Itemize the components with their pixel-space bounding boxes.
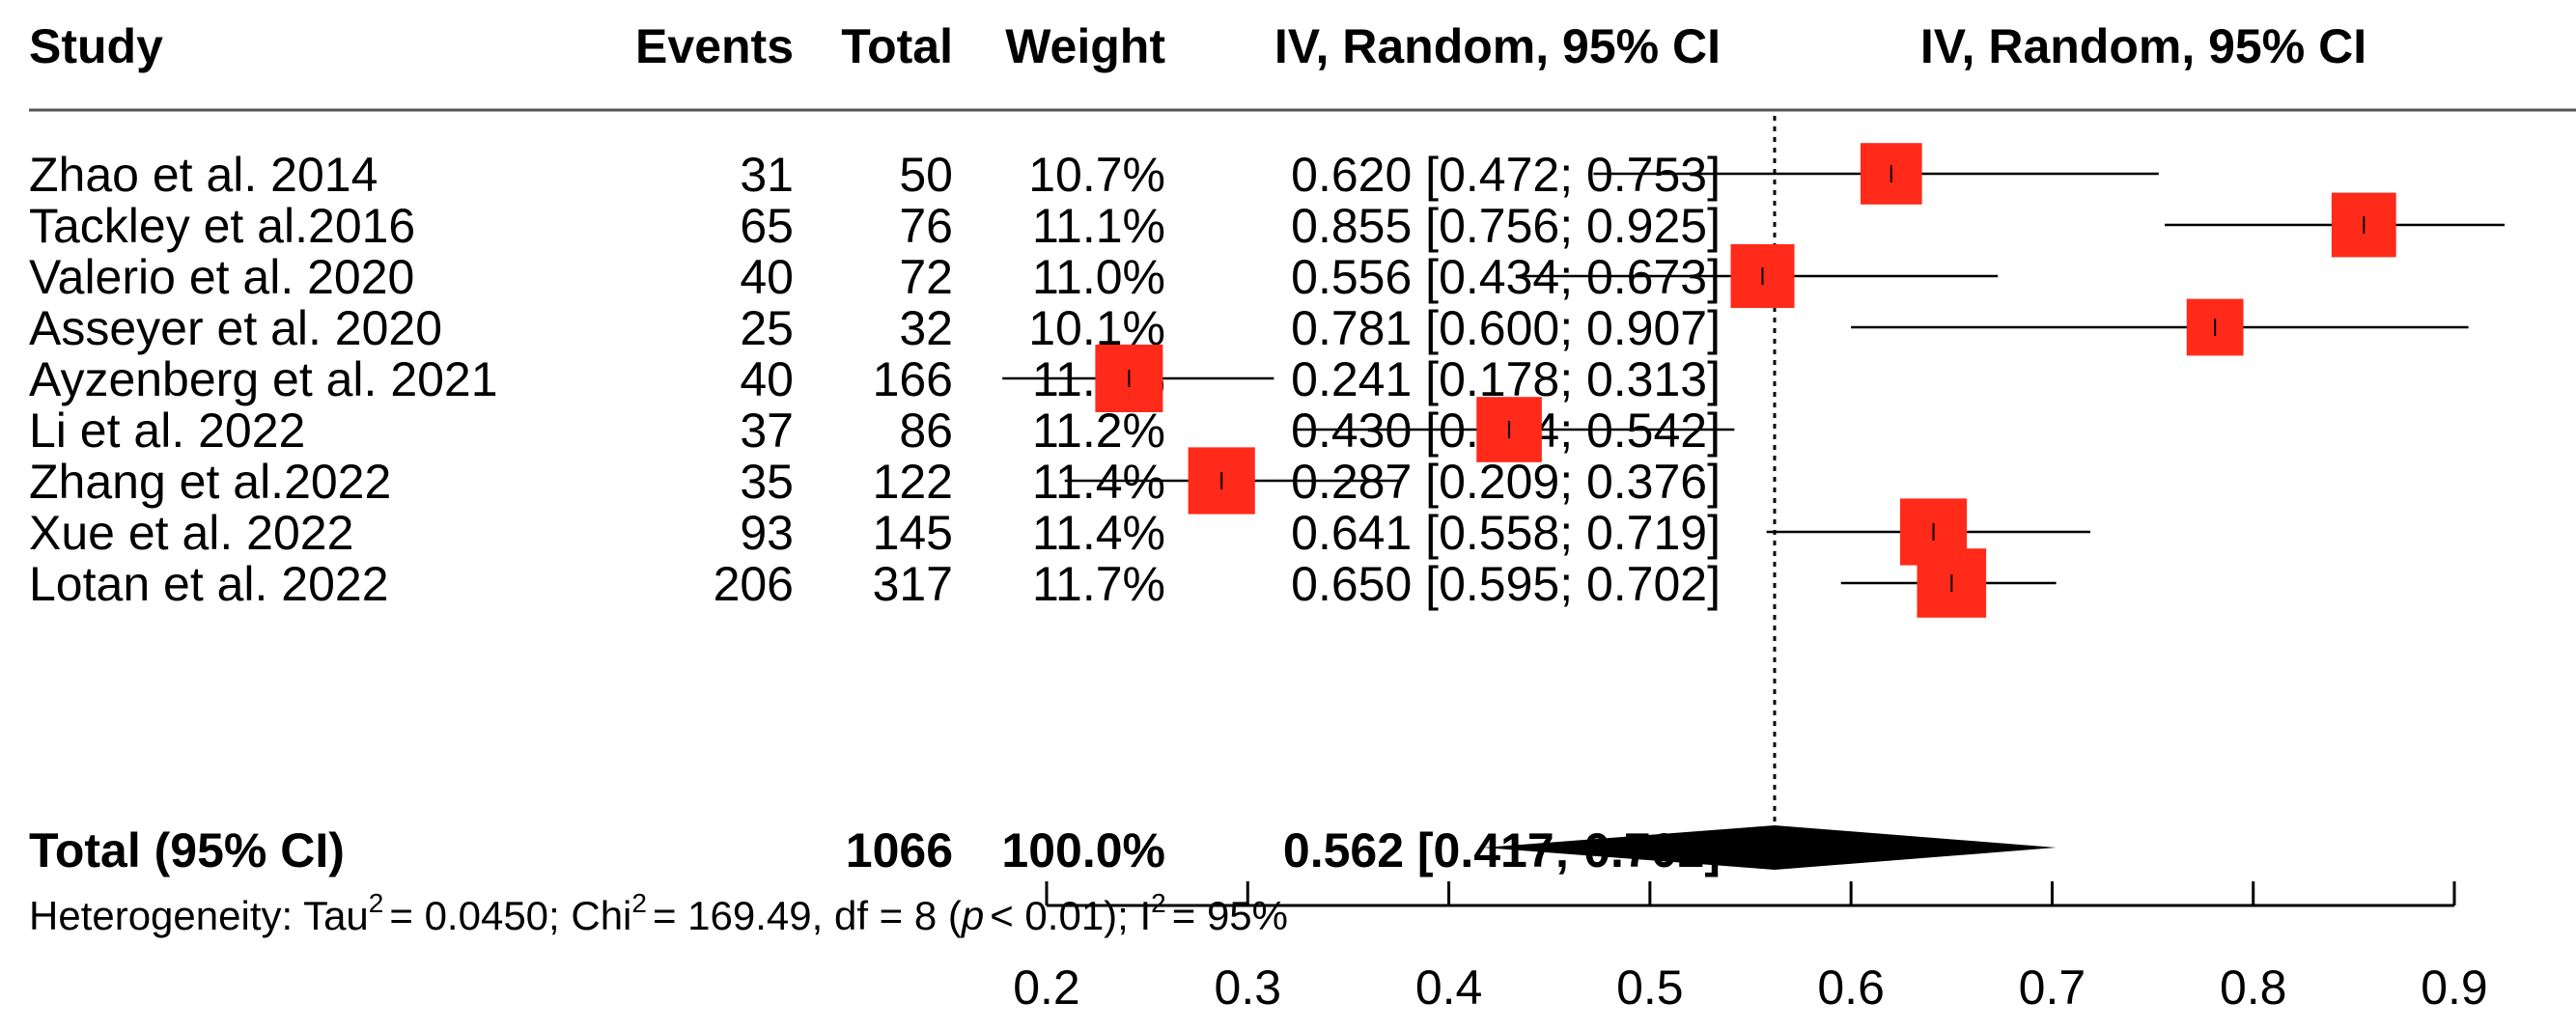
- study-weight: 11.7%: [1032, 557, 1165, 611]
- header-total: Total: [841, 19, 953, 73]
- study-events: 206: [714, 557, 794, 611]
- heterogeneity-text: Heterogeneity: Tau2 = 0.0450; Chi2 = 169.4…: [29, 888, 1288, 938]
- het-p-rest: < 0.01); I: [990, 893, 1151, 938]
- study-name: Valerio et al. 2020: [29, 250, 414, 304]
- study-weight: 11.0%: [1032, 250, 1165, 304]
- header-events: Events: [635, 19, 794, 73]
- het-i-value: = 95%: [1172, 893, 1288, 938]
- het-sup-i: 2: [1151, 888, 1166, 918]
- study-total: 32: [899, 301, 953, 355]
- x-axis-tick-label: 0.7: [2019, 960, 2086, 1015]
- study-events: 65: [740, 199, 794, 253]
- het-sup-chi: 2: [631, 888, 647, 918]
- study-weight: 11.4%: [1032, 506, 1165, 560]
- study-events: 31: [740, 148, 794, 202]
- het-tau-value: = 0.0450; Chi: [389, 893, 631, 938]
- x-axis-tick-label: 0.5: [1616, 960, 1684, 1015]
- study-name: Ayzenberg et al. 2021: [29, 352, 498, 406]
- x-axis-tick-label: 0.8: [2220, 960, 2287, 1015]
- het-chi-value: = 169.49, df = 8 (: [653, 893, 962, 938]
- total-weight: 100.0%: [1001, 823, 1165, 877]
- study-events: 25: [740, 301, 794, 355]
- study-name: Xue et al. 2022: [29, 506, 353, 560]
- het-prefix: Heterogeneity: Tau: [29, 893, 369, 938]
- study-ci: 0.650 [0.595; 0.702]: [1291, 557, 1721, 611]
- x-axis-tick-label: 0.3: [1215, 960, 1282, 1015]
- study-total: 50: [899, 148, 953, 202]
- study-weight: 11.2%: [1032, 404, 1165, 458]
- study-total: 76: [899, 199, 953, 253]
- het-sup-tau: 2: [369, 888, 384, 918]
- study-ci: 0.641 [0.558; 0.719]: [1291, 506, 1721, 560]
- study-ci: 0.781 [0.600; 0.907]: [1291, 301, 1721, 355]
- study-total: 166: [873, 352, 953, 406]
- study-rows: Zhao et al. 2014 31 50 10.7% 0.620 [0.472; 0…: [29, 148, 1721, 611]
- header-plot-ci: IV, Random, 95% CI: [1920, 19, 2366, 73]
- x-axis-tick-label: 0.4: [1415, 960, 1483, 1015]
- study-name: Zhang et al.2022: [29, 455, 391, 509]
- study-name: Asseyer et al. 2020: [29, 301, 442, 355]
- header-study: Study: [29, 19, 163, 73]
- study-weight: 10.7%: [1028, 148, 1165, 202]
- header-weight: Weight: [1005, 19, 1165, 73]
- total-ci: 0.562 [0.417; 0.702]: [1283, 823, 1721, 877]
- total-label: Total (95% CI): [29, 823, 345, 877]
- study-events: 35: [740, 455, 794, 509]
- study-name: Li et al. 2022: [29, 404, 305, 458]
- pooled-diamond: [1482, 825, 2057, 870]
- x-axis-tick-label: 0.2: [1013, 960, 1080, 1015]
- study-total: 122: [873, 455, 953, 509]
- study-events: 93: [740, 506, 794, 560]
- study-total: 72: [899, 250, 953, 304]
- study-name: Zhao et al. 2014: [29, 148, 378, 202]
- header-ci: IV, Random, 95% CI: [1274, 19, 1721, 73]
- study-name: Lotan et al. 2022: [29, 557, 389, 611]
- study-weight: 11.1%: [1032, 199, 1165, 253]
- study-ci: 0.855 [0.756; 0.925]: [1291, 199, 1721, 253]
- plot-area: 0.2 0.3 0.4 0.5 0.6 0.7 0.8 0.9: [1002, 116, 2506, 1015]
- study-total: 145: [873, 506, 953, 560]
- study-total: 317: [873, 557, 953, 611]
- study-events: 40: [740, 352, 794, 406]
- study-events: 37: [740, 404, 794, 458]
- x-axis-tick-label: 0.6: [1817, 960, 1885, 1015]
- het-p: p: [960, 893, 984, 938]
- x-axis-tick-label: 0.9: [2421, 960, 2488, 1015]
- study-events: 40: [740, 250, 794, 304]
- study-total: 86: [899, 404, 953, 458]
- total-total: 1066: [846, 823, 953, 877]
- study-name: Tackley et al.2016: [29, 199, 415, 253]
